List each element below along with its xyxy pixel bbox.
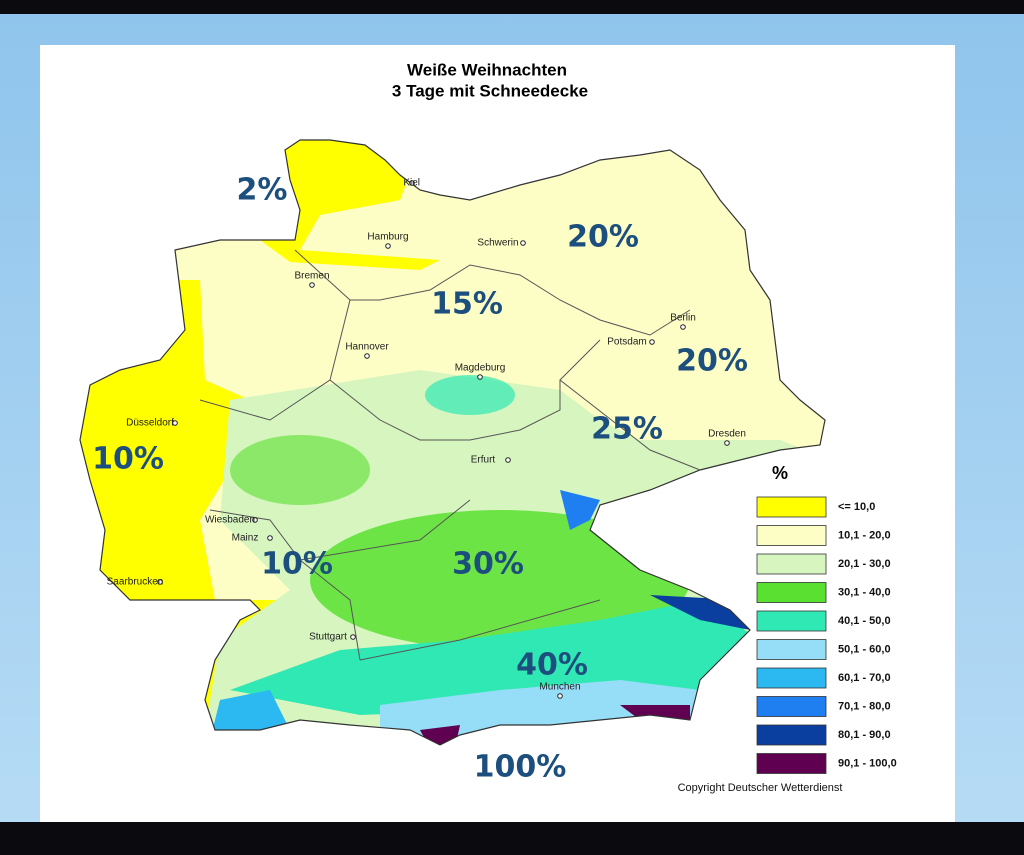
bottom-bar: [0, 822, 1024, 855]
region-labels: 2% 20% 15% 20% 25% 10% 10% 30% 40% 100%: [92, 173, 748, 785]
legend-swatch: [756, 525, 827, 546]
city-dot: [505, 457, 511, 463]
city-dot: [649, 339, 655, 345]
legend-label: <= 10,0: [838, 501, 875, 513]
city-dot: [520, 240, 526, 246]
region-percent: 25%: [591, 412, 663, 447]
city-label: Dresden: [708, 429, 746, 440]
city-dot: [724, 440, 730, 446]
state-borders: [199, 249, 701, 661]
city-dot: [157, 579, 163, 585]
legend-swatch: [756, 639, 827, 660]
city-label: Stuttgart: [309, 632, 347, 643]
city-dot: [364, 353, 370, 359]
legend-unit: %: [772, 463, 788, 483]
subtitle: 3 Tage mit Schneedecke: [392, 81, 588, 100]
city-dot: [309, 282, 315, 288]
title: Weiße Weihnachten: [407, 60, 567, 79]
region-percent: 15%: [431, 287, 503, 322]
copyright: Copyright Deutscher Wetterdienst: [678, 782, 843, 794]
city-dot: [350, 634, 356, 640]
city-dot: [267, 535, 273, 541]
region-percent: 10%: [261, 547, 333, 582]
legend-swatch: [756, 496, 827, 518]
city-dot: [409, 180, 415, 186]
region-percent: 40%: [516, 648, 588, 683]
city-label: Saarbrucken: [107, 577, 164, 588]
city-label: Wiesbaden: [205, 515, 255, 526]
city-label: Bremen: [294, 271, 329, 282]
city-label: Hannover: [345, 342, 389, 353]
legend-label: 20,1 - 30,0: [838, 558, 891, 570]
legend-label: 70,1 - 80,0: [838, 700, 891, 712]
legend-label: 60,1 - 70,0: [838, 672, 891, 684]
legend: % <= 10,0 10,1 - 20,0 20,1 - 30,0 30,1 - 40…: [756, 463, 897, 774]
city-dot: [172, 420, 178, 426]
city-label: Erfurt: [471, 455, 496, 466]
legend-swatch: [756, 667, 827, 689]
city-label: Magdeburg: [455, 363, 506, 374]
city-label: Schwerin: [477, 238, 518, 249]
legend-label: 80,1 - 90,0: [838, 729, 891, 741]
city-dot: [680, 324, 686, 330]
legend-swatch: [756, 724, 827, 746]
legend-label: 90,1 - 100,0: [838, 757, 897, 769]
city-label: Mainz: [232, 533, 259, 544]
city-dot: [557, 693, 563, 699]
legend-swatch: [756, 553, 827, 575]
city-labels: Kiel Hamburg Schwerin Bremen Berlin Potsdam Ha…: [107, 178, 746, 699]
city-label: Hamburg: [367, 232, 408, 243]
region-percent: 2%: [237, 173, 288, 208]
legend-label: 30,1 - 40,0: [838, 586, 891, 598]
legend-swatch: [756, 610, 827, 632]
legend-label: 40,1 - 50,0: [838, 615, 891, 627]
legend-swatch: [756, 582, 827, 603]
legend-swatch: [756, 753, 827, 774]
region-percent: 20%: [567, 220, 639, 255]
region-percent: 100%: [474, 750, 567, 785]
region-percent: 30%: [452, 547, 524, 582]
city-label: Potsdam: [607, 337, 646, 348]
top-bar: [0, 0, 1024, 14]
legend-label: 10,1 - 20,0: [838, 529, 891, 541]
city-label: Düsseldorf: [126, 418, 174, 429]
city-label: Kiel: [403, 178, 420, 189]
legend-label: 50,1 - 60,0: [838, 643, 891, 655]
region-percent: 10%: [92, 442, 164, 477]
city-label: Berlin: [670, 313, 696, 324]
legend-swatch: [756, 696, 827, 717]
city-dot: [477, 374, 483, 380]
city-dot: [385, 243, 391, 249]
city-dot: [252, 517, 258, 523]
region-percent: 20%: [676, 344, 748, 379]
city-label: Munchen: [539, 682, 580, 693]
